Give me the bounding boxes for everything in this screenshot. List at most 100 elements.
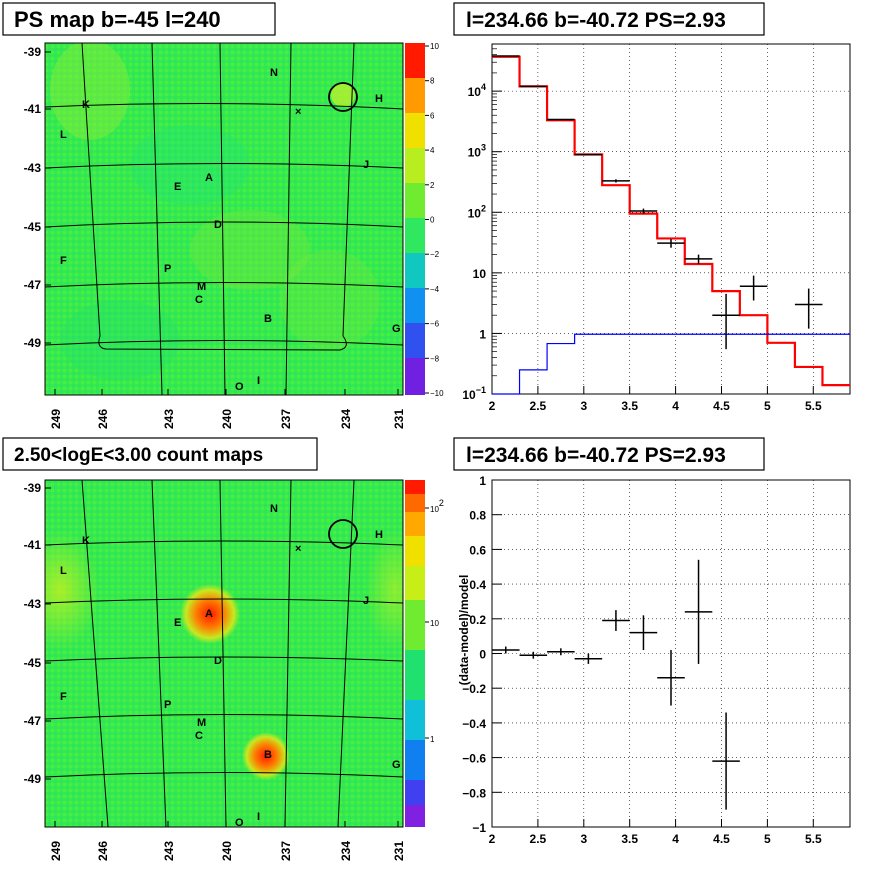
y-tick-label: 0.4 <box>469 578 486 592</box>
spectrum-title: l=234.66 b=-40.72 PS=2.93 <box>466 9 726 32</box>
source-label-E: E <box>174 181 181 193</box>
x-tick-label: 246 <box>96 409 110 429</box>
source-label-N: N <box>270 503 278 515</box>
y-tick-label: 1 <box>479 474 486 488</box>
y-tick-label: 102 <box>468 203 486 220</box>
x-tick-label: 3 <box>580 399 587 413</box>
y-tick-label: 1 <box>479 327 486 341</box>
x-tick-label: 3.5 <box>621 832 638 846</box>
y-tick-label: -43 <box>24 597 42 611</box>
y-tick-label: 10 <box>473 267 487 281</box>
x-tick-label: 246 <box>96 841 110 861</box>
residual-title-box <box>453 437 765 471</box>
colorbar-label: −6 <box>430 320 440 329</box>
ps-map-panel: PS map b=-45 l=240 <box>2 2 444 429</box>
colorbar-label: 6 <box>430 111 435 120</box>
colorbar-label: 8 <box>430 77 435 86</box>
count-map-title-box <box>2 437 318 471</box>
source-B-hotspot <box>242 732 290 780</box>
source-label-D: D <box>214 655 222 667</box>
count-map-title: 2.50<logE<3.00 count maps <box>14 445 263 466</box>
count-map-axes: 249 246 243 240 237 234 231 -39 -41 -43 -45 -47 -49 <box>24 481 406 861</box>
colorbar-label: −8 <box>430 354 440 363</box>
ps-map-colorbar-labels: 10 8 6 4 2 0 −2 −4 −6 −8 −10 <box>425 42 444 398</box>
x-tick-label: 2.5 <box>530 832 547 846</box>
spectrum-panel: l=234.66 b=-40.72 PS=2.93 2 2.5 3 3.5 4 4.5 5 5… <box>453 2 851 413</box>
y-tick-label: 103 <box>468 143 486 160</box>
colorbar-label: 4 <box>430 146 435 155</box>
source-label-C: C <box>195 294 203 306</box>
colorbar-label: 102 <box>430 498 444 514</box>
colorbar-label: −4 <box>430 285 440 294</box>
count-map-colorbar <box>405 480 425 827</box>
colorbar-label: −2 <box>430 250 440 259</box>
source-label-M: M <box>197 717 206 729</box>
count-map-source-labels: N K H L J A E D F P MC B G O I <box>60 503 401 829</box>
ps-map-title-box <box>2 2 276 36</box>
y-tick-label: −0.2 <box>462 682 486 696</box>
x-tick-label: 234 <box>339 841 353 861</box>
residual-panel: l=234.66 b=-40.72 PS=2.93 (data-model)/m… <box>453 437 851 846</box>
ps-map-image: × <box>45 43 403 395</box>
y-tick-label: -47 <box>24 714 42 728</box>
source-label-O: O <box>235 817 244 829</box>
source-label-J: J <box>363 595 369 607</box>
svg-text:×: × <box>295 106 301 118</box>
y-tick-label: -41 <box>24 538 42 552</box>
source-label-B: B <box>264 313 272 325</box>
model-step-line <box>492 55 850 387</box>
colorbar-label: 1 <box>430 735 435 744</box>
source-label-K: K <box>82 535 90 547</box>
x-tick-label: 5.5 <box>805 399 822 413</box>
y-tick-label: 0.6 <box>469 543 486 557</box>
source-label-G: G <box>392 759 401 771</box>
y-tick-label: 10−1 <box>462 385 486 402</box>
y-tick-label: 0 <box>479 648 486 662</box>
x-tick-label: 2 <box>489 399 496 413</box>
y-tick-label: -49 <box>24 336 42 350</box>
y-tick-label: -47 <box>24 278 42 292</box>
source-label-K: K <box>82 99 90 111</box>
source-label-C: C <box>195 730 203 742</box>
x-tick-label: 2 <box>489 832 496 846</box>
colorbar-label: −10 <box>430 389 444 398</box>
x-tick-label: 231 <box>392 841 406 861</box>
y-tick-label: −0.4 <box>462 717 486 731</box>
y-tick-label: 104 <box>468 82 486 99</box>
y-tick-label: −0.6 <box>462 752 486 766</box>
source-label-N: N <box>270 67 278 79</box>
x-tick-label: 237 <box>279 841 293 861</box>
source-label-L: L <box>60 565 67 577</box>
source-label-P: P <box>164 263 171 275</box>
ps-map-frame <box>44 42 404 396</box>
y-tick-label: 0.2 <box>469 613 486 627</box>
count-map-image: × <box>45 480 403 827</box>
y-tick-label: -43 <box>24 161 42 175</box>
source-label-G: G <box>392 323 401 335</box>
colorbar-label: 10 <box>430 619 439 628</box>
source-label-A: A <box>205 172 213 184</box>
x-tick-label: 240 <box>220 409 234 429</box>
x-tick-label: 4.5 <box>713 399 730 413</box>
count-map-frame <box>44 479 404 828</box>
colorbar-label: 10 <box>430 42 439 51</box>
source-label-B: B <box>264 749 272 761</box>
y-tick-label: -39 <box>24 481 42 495</box>
x-tick-label: 3.5 <box>621 399 638 413</box>
x-tick-label: 4 <box>672 832 679 846</box>
source-label-I: I <box>257 375 260 387</box>
x-tick-label: 234 <box>339 409 353 429</box>
source-label-H: H <box>375 529 383 541</box>
x-tick-label: 5 <box>764 399 771 413</box>
background-step-line <box>492 333 850 395</box>
source-label-I: I <box>257 811 260 823</box>
count-map-panel: 2.50<logE<3.00 count maps × <box>2 437 444 861</box>
count-map-colorbar-labels: 102 10 1 <box>425 498 444 744</box>
ps-map-axes: 249 246 243 240 237 234 231 -39 -41 -43 -45 -47 -49 <box>24 45 406 429</box>
svg-text:×: × <box>295 543 301 555</box>
ps-map-colorbar <box>405 43 425 395</box>
x-tick-label: 243 <box>162 409 176 429</box>
x-tick-label: 4 <box>672 399 679 413</box>
